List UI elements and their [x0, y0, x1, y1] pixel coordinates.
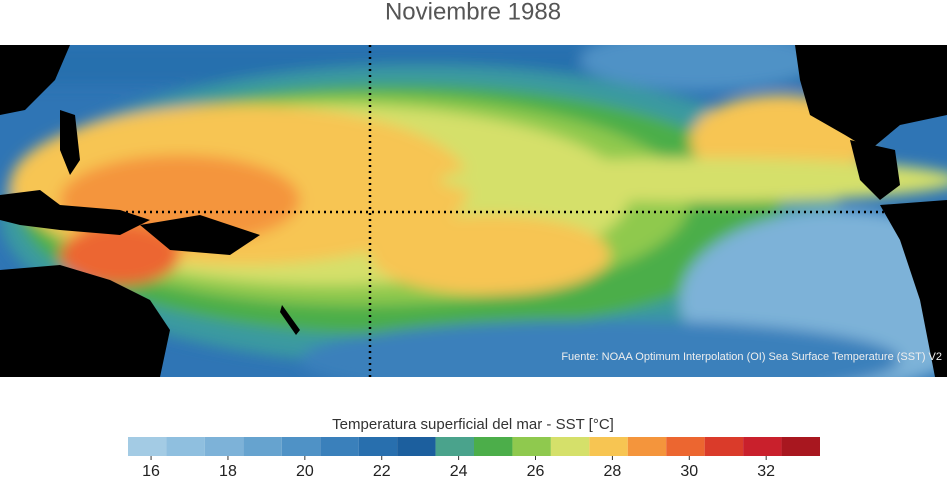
colorbar-bin — [320, 437, 359, 456]
colorbar-bin — [204, 437, 244, 456]
colorbar-bin — [666, 437, 705, 456]
colorbar-tick-label: 28 — [604, 463, 622, 480]
colorbar-tick-label: 26 — [527, 463, 545, 480]
colorbar-tick-label: 32 — [757, 463, 775, 480]
colorbar-tick-label: 22 — [373, 463, 391, 480]
title: Noviembre 1988 — [385, 0, 561, 25]
colorbar-bin — [512, 437, 551, 456]
colorbar-tick-label: 20 — [296, 463, 314, 480]
colorbar-bin — [397, 437, 436, 456]
colorbar-bin — [627, 437, 667, 456]
colorbar-bin — [781, 437, 820, 456]
colorbar-bin — [358, 437, 398, 456]
colorbar-bin — [550, 437, 590, 456]
colorbar-tick-label: 16 — [142, 463, 160, 480]
colorbar-bin — [589, 437, 628, 456]
colorbar-bin — [281, 437, 321, 456]
colorbar-tick-label: 24 — [450, 463, 468, 480]
colorbar-tick-label: 18 — [219, 463, 237, 480]
colorbar-bin — [166, 437, 205, 456]
source-note: Fuente: NOAA Optimum Interpolation (OI) … — [561, 351, 942, 363]
colorbar-bin — [704, 437, 744, 456]
colorbar-bin — [435, 437, 474, 456]
colorbar-bin — [243, 437, 282, 456]
colorbar-bin — [743, 437, 782, 456]
sst-map — [0, 45, 947, 377]
colorbar-bin — [128, 437, 167, 456]
colorbar-tick-label: 30 — [680, 463, 698, 480]
colorbar-bin — [474, 437, 513, 456]
colorbar: 16 18 20 22 24 26 28 30 32 — [128, 437, 820, 480]
colorbar-title: Temperatura superficial del mar - SST [°… — [332, 416, 614, 433]
